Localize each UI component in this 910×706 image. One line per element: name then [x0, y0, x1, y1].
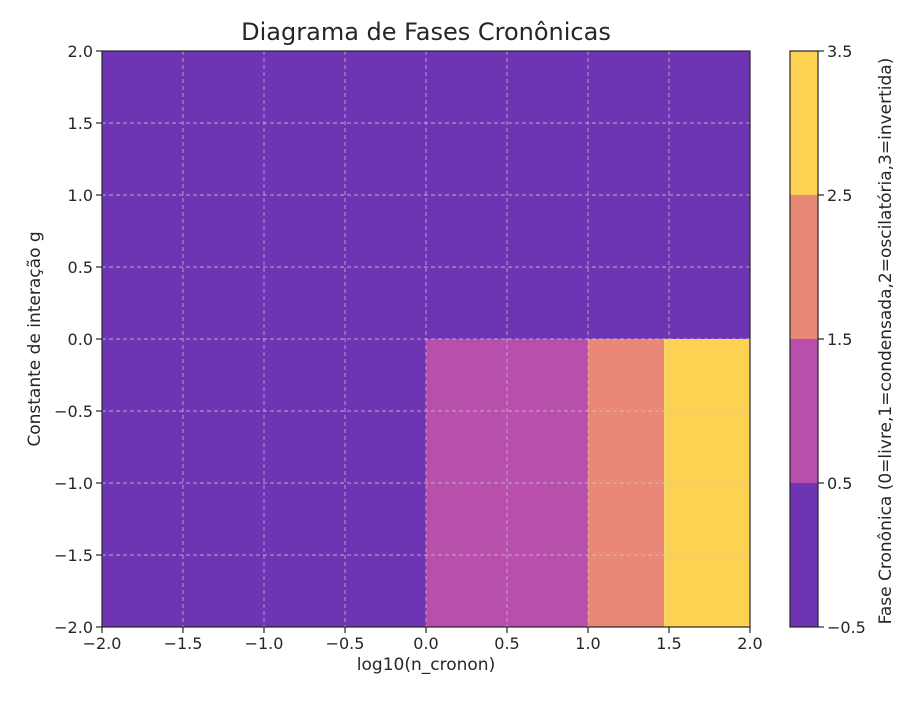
y-tick-label: 1.5: [68, 114, 93, 133]
y-tick-label: −2.0: [54, 618, 93, 637]
x-tick-label: 2.0: [737, 634, 762, 653]
colorbar-tick-label: −0.5: [827, 618, 866, 637]
y-tick-label: −1.5: [54, 546, 93, 565]
colorbar-tick-label: 2.5: [827, 186, 852, 205]
y-tick-label: 2.0: [68, 42, 93, 61]
x-tick-label: 0.0: [413, 634, 438, 653]
x-tick-label: 1.5: [656, 634, 681, 653]
y-tick-label: −0.5: [54, 402, 93, 421]
x-tick-label: −2.0: [83, 634, 122, 653]
x-axis-label: log10(n_cronon): [357, 655, 495, 675]
y-tick-label: 0.0: [68, 330, 93, 349]
colorbar-label: Fase Cronônica (0=livre,1=condensada,2=o…: [876, 58, 896, 625]
x-tick-label: −0.5: [326, 634, 365, 653]
y-axis: −2.0 −1.5 −1.0 −0.5 0.0 0.5 1.0 1.5 2.0: [54, 42, 102, 637]
y-axis-label: Constante de interação g: [25, 231, 45, 446]
colorbar-segment-3: [790, 51, 818, 195]
colorbar-segment-1: [790, 339, 818, 483]
x-tick-label: 1.0: [575, 634, 600, 653]
colorbar-tick-label: 3.5: [827, 42, 852, 61]
colorbar-tick-label: 0.5: [827, 474, 852, 493]
colorbar: −0.5 0.5 1.5 2.5 3.5: [789, 42, 866, 637]
chart-title: Diagrama de Fases Cronônicas: [241, 18, 611, 46]
colorbar-segment-2: [790, 195, 818, 339]
x-tick-label: 0.5: [494, 634, 519, 653]
x-axis: −2.0 −1.5 −1.0 −0.5 0.0 0.5 1.0 1.5 2.0: [83, 627, 763, 653]
x-tick-label: −1.5: [164, 634, 203, 653]
y-tick-label: 1.0: [68, 186, 93, 205]
colorbar-tick-label: 1.5: [827, 330, 852, 349]
colorbar-segment-0: [790, 483, 818, 627]
y-tick-label: 0.5: [68, 258, 93, 277]
x-tick-label: −1.0: [245, 634, 284, 653]
y-tick-label: −1.0: [54, 474, 93, 493]
